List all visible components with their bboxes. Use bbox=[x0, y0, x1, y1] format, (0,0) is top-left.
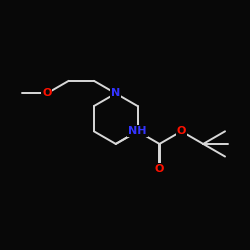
Text: NH: NH bbox=[128, 126, 147, 136]
Text: O: O bbox=[177, 126, 186, 136]
Text: O: O bbox=[42, 88, 51, 99]
Text: O: O bbox=[155, 164, 164, 174]
Text: N: N bbox=[111, 88, 120, 99]
